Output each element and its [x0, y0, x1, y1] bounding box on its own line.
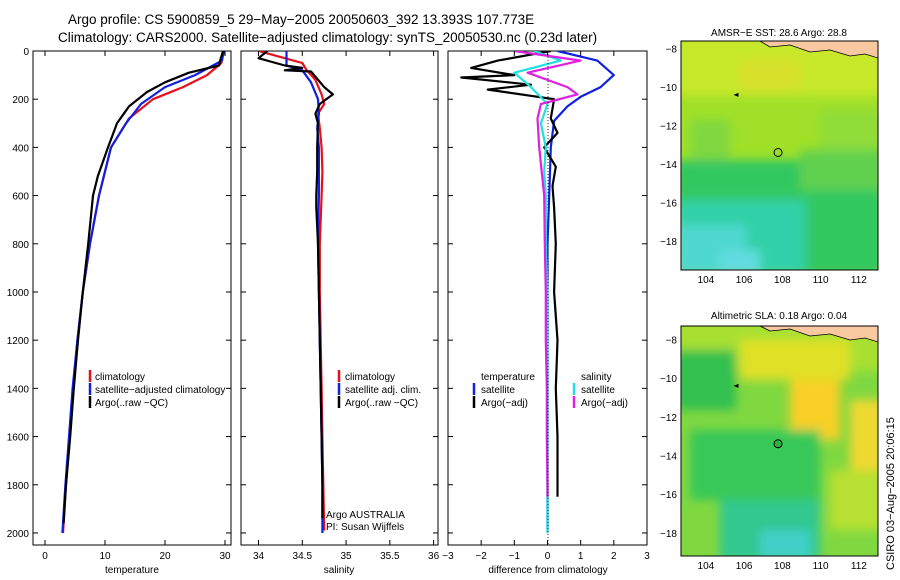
prior-position-marker	[733, 92, 739, 97]
series-line-temperature-argo	[460, 51, 559, 497]
map-y-tick-label: −16	[660, 490, 677, 501]
y-tick-label: 1600	[7, 433, 30, 444]
float-program-label: Argo AUSTRALIA	[326, 510, 405, 521]
y-tick-label: 600	[12, 192, 29, 203]
salinity-panel-frame	[240, 50, 439, 546]
series-line-argo	[257, 51, 334, 519]
map-y-tick-label: −18	[660, 237, 677, 248]
sst-coastline	[759, 41, 878, 59]
y-tick-label: 1800	[7, 481, 30, 492]
y-tick-label: 800	[12, 240, 29, 251]
x-tick-label: 0	[42, 551, 48, 562]
temperature-series-layer	[61, 51, 225, 534]
map-x-tick-label: 106	[736, 561, 753, 572]
x-tick-label: 35.5	[380, 551, 400, 562]
y-tick-label: 1200	[7, 336, 30, 347]
map-y-tick-label: −12	[660, 413, 677, 424]
y-tick-label: 1400	[7, 384, 30, 395]
difference-legend: temperature satellite Argo(−adj) salinit…	[472, 372, 628, 409]
x-tick-label: −3	[442, 551, 454, 562]
sla-map	[681, 326, 878, 556]
x-tick-label: 20	[159, 551, 171, 562]
x-tick-label: −2	[475, 551, 487, 562]
x-tick-label: 0	[545, 551, 551, 562]
argo-position-marker	[773, 147, 783, 157]
x-tick-label: 34	[253, 551, 265, 562]
sst-map-title: AMSR−E SST: 28.6 Argo: 28.8	[711, 28, 847, 39]
map-y-tick-label: −8	[666, 45, 678, 56]
legend-label-satellite: satellite−adjusted climatology	[95, 385, 225, 396]
legend-label-climatology: climatology	[345, 372, 395, 383]
x-tick-label: 10	[99, 551, 111, 562]
legend-label-argo: Argo(..raw −QC)	[345, 398, 418, 409]
map-y-tick-label: −18	[660, 529, 677, 540]
map-y-tick-label: −16	[660, 199, 677, 210]
x-tick-label: 36	[428, 551, 440, 562]
temperature-legend: climatology satellite−adjusted climatolo…	[88, 370, 225, 409]
map-y-tick-label: −14	[660, 451, 677, 462]
map-x-tick-label: 106	[736, 275, 753, 286]
map-x-tick-label: 112	[851, 275, 867, 286]
temperature-panel-frame	[32, 50, 232, 546]
legend-label-salinity: salinity	[581, 372, 612, 383]
legend-label-satellite: satellite adj. clim.	[345, 385, 421, 396]
figure-title-line2: Climatology: CARS2000. Satellite−adjuste…	[58, 30, 597, 45]
series-line-climatology	[258, 51, 326, 531]
pi-name-label: PI: Susan Wijffels	[326, 522, 404, 533]
y-tick-label: 0	[23, 47, 29, 58]
x-tick-label: 3	[644, 551, 650, 562]
sla-coastline	[759, 326, 878, 343]
legend-label-sal-satellite: satellite	[581, 385, 615, 396]
salinity-legend: climatology satellite adj. clim. Argo(..…	[326, 370, 421, 533]
difference-axis-label: difference from climatology	[488, 565, 607, 576]
map-y-tick-label: −12	[660, 122, 677, 133]
sst-map	[681, 41, 878, 270]
map-x-tick-label: 112	[851, 561, 867, 572]
series-line-salinity-argo	[514, 51, 582, 497]
x-tick-label: 1	[578, 551, 584, 562]
y-tick-label: 1000	[7, 288, 30, 299]
legend-label-temperature: temperature	[481, 372, 535, 383]
map-x-tick-label: 108	[774, 275, 791, 286]
sst-map-frame	[680, 40, 879, 271]
x-tick-label: −1	[509, 551, 521, 562]
x-tick-label: 35	[341, 551, 353, 562]
series-line-climatology	[61, 51, 224, 534]
argo-position-marker	[773, 439, 783, 449]
map-x-tick-label: 110	[813, 561, 829, 572]
map-y-tick-label: −8	[666, 336, 678, 347]
legend-label-climatology: climatology	[95, 372, 145, 383]
legend-label-temp-argo: Argo(−adj)	[481, 398, 528, 409]
map-y-tick-label: −14	[660, 160, 677, 171]
sla-map-frame	[680, 325, 879, 557]
map-x-tick-label: 108	[774, 561, 791, 572]
series-line-satellite-adjusted-climatology	[61, 51, 225, 534]
figure-title-line1: Argo profile: CS 5900859_5 29−May−2005 2…	[68, 12, 534, 27]
y-tick-label: 2000	[7, 529, 30, 540]
legend-label-sal-argo: Argo(−adj)	[581, 398, 628, 409]
map-x-tick-label: 104	[698, 561, 715, 572]
legend-label-argo: Argo(..raw −QC)	[95, 398, 168, 409]
x-tick-label: 2	[611, 551, 617, 562]
difference-series-layer	[460, 51, 615, 533]
salinity-axis-label: salinity	[324, 565, 355, 576]
map-x-tick-label: 110	[813, 275, 829, 286]
x-tick-label: 34.5	[293, 551, 313, 562]
y-tick-label: 400	[12, 143, 29, 154]
salinity-series-layer	[257, 51, 334, 533]
legend-label-temp-satellite: satellite	[481, 385, 515, 396]
prior-position-marker	[733, 383, 739, 388]
map-y-tick-label: −10	[660, 374, 677, 385]
map-x-tick-label: 104	[698, 275, 715, 286]
footer-timestamp: CSIRO 03−Aug−2005 20:06:15	[885, 417, 897, 570]
x-tick-label: 30	[219, 551, 231, 562]
series-line-argo	[62, 51, 225, 524]
sla-map-title: Altimetric SLA: 0.18 Argo: 0.04	[711, 311, 848, 322]
temperature-axis-label: temperature	[105, 565, 159, 576]
y-tick-label: 200	[12, 95, 29, 106]
map-y-tick-label: −10	[660, 83, 677, 94]
